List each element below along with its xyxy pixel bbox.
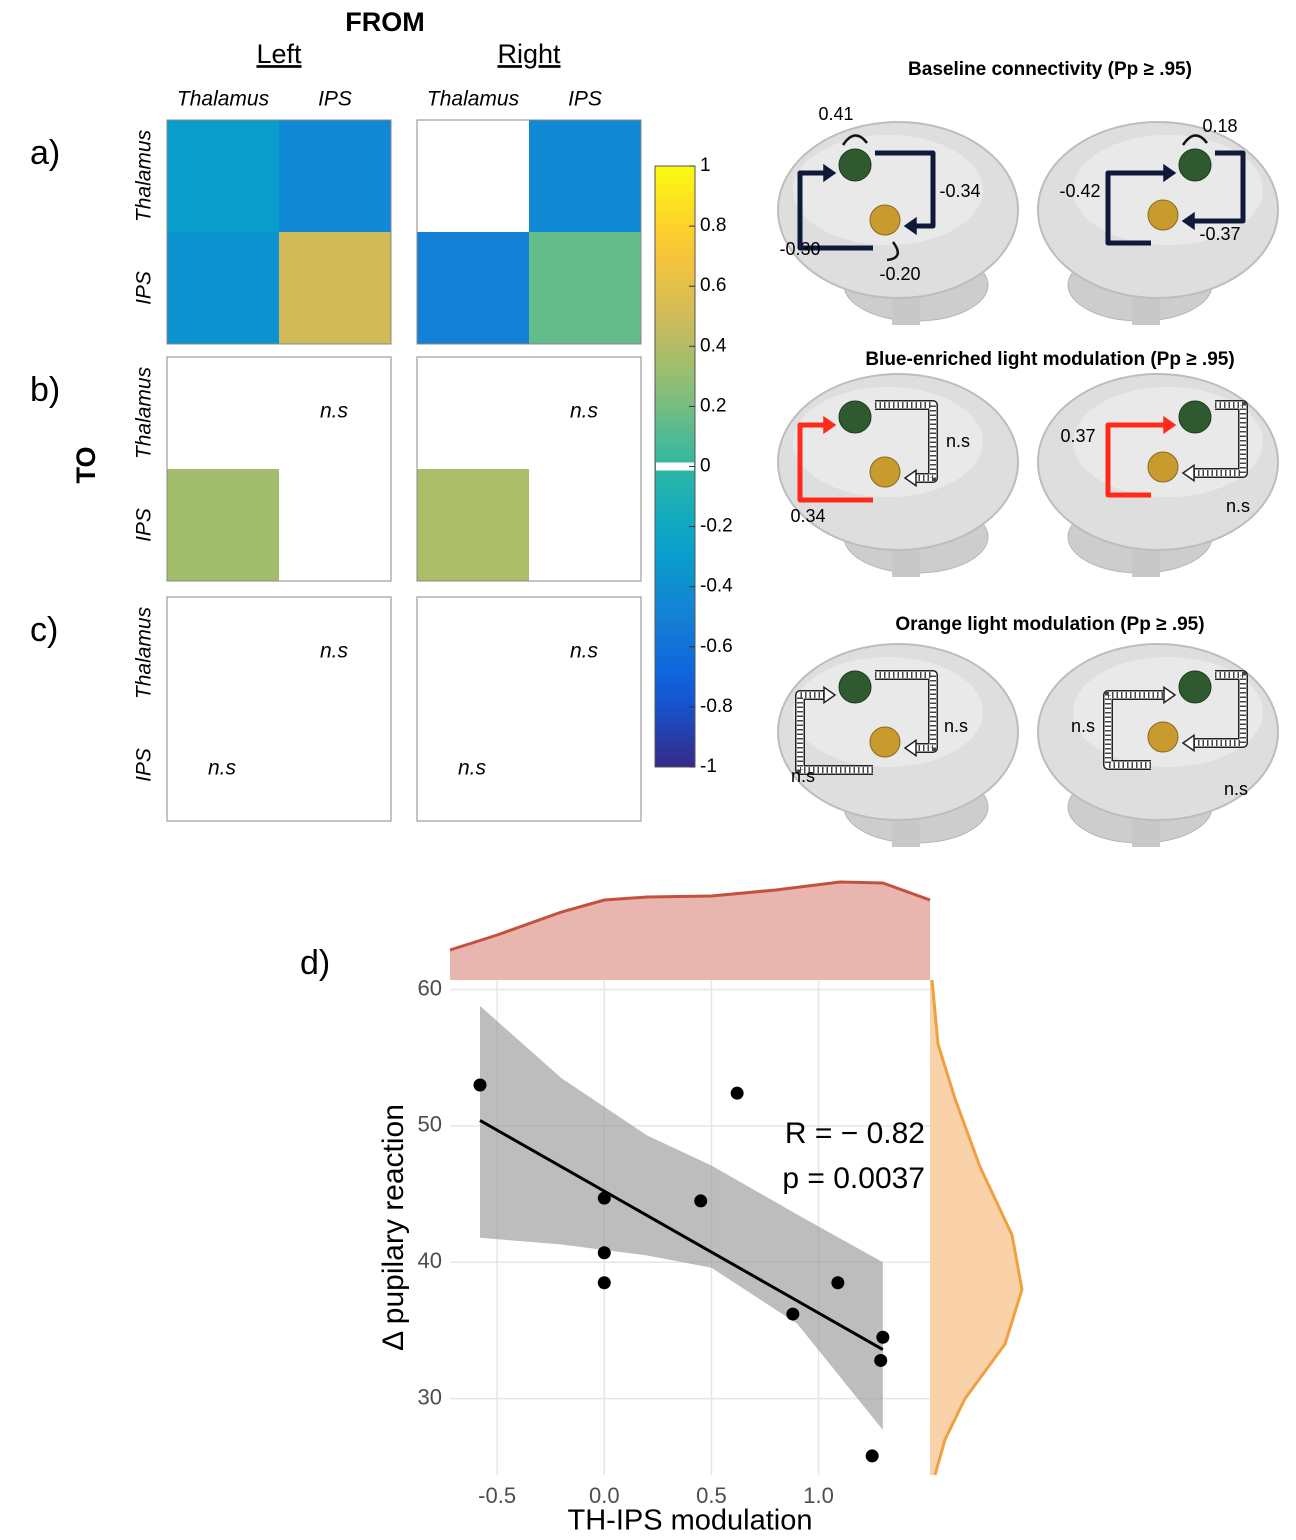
colorbar-tick-label: -0.8 — [700, 696, 733, 717]
heatmap-cell — [529, 232, 641, 344]
connection-label: n.s — [944, 716, 968, 736]
thalamus-region — [1179, 671, 1211, 703]
connection-label: -0.37 — [1199, 224, 1240, 244]
y-tick-label: 50 — [418, 1112, 442, 1137]
cell-label: n.s — [208, 757, 237, 780]
y-category-label: IPS — [133, 748, 156, 782]
cell-label: n.s — [320, 400, 349, 423]
x-axis-label: TH-IPS modulation — [568, 1505, 813, 1537]
heatmap-cell — [279, 232, 391, 344]
panel-label: b) — [30, 371, 60, 409]
ips-region — [870, 457, 900, 487]
heatmap-cell — [279, 120, 391, 232]
colorbar-gap — [656, 463, 694, 471]
colorbar-tick-label: 0.6 — [700, 275, 726, 296]
heatmap-cell — [529, 120, 641, 232]
heatmap-cell — [417, 232, 529, 344]
x-category-label: IPS — [568, 88, 602, 111]
connection-label: -0.20 — [879, 264, 920, 284]
stat-annotation: p = 0.0037 — [782, 1162, 925, 1195]
panel-label: d) — [300, 944, 330, 982]
colorbar-tick-label: 1 — [700, 155, 711, 176]
point — [874, 1354, 887, 1367]
connection-label: -0.34 — [939, 181, 980, 201]
heatmap-cell — [167, 469, 279, 581]
y-tick-label: 30 — [418, 1384, 442, 1409]
point — [876, 1331, 889, 1344]
point — [831, 1276, 844, 1289]
heatmap-cell — [417, 469, 529, 581]
point — [694, 1194, 707, 1207]
thalamus-region — [839, 671, 871, 703]
heatmap-cell — [167, 120, 279, 232]
colorbar-tick-label: 0.2 — [700, 395, 726, 416]
colorbar-tick-label: -0.4 — [700, 576, 733, 597]
ips-region — [870, 205, 900, 235]
y-category-label: IPS — [133, 508, 156, 542]
figure: FROM TO Left Thalamus IPS Right Thalamus IPS a… — [0, 0, 1296, 1540]
y-tick-label: 60 — [418, 975, 442, 1000]
point — [598, 1246, 611, 1259]
y-category-label: Thalamus — [133, 606, 156, 699]
connection-label: n.s — [1224, 779, 1248, 799]
matrix-frame — [167, 597, 391, 821]
thalamus-region — [839, 149, 871, 181]
connection-label: 0.37 — [1060, 426, 1095, 446]
x-category-label: Thalamus — [427, 88, 520, 111]
heatmap-title: FROM — [345, 7, 424, 37]
ips-region — [870, 727, 900, 757]
panel-label: a) — [30, 134, 60, 172]
connection-label: n.s — [1226, 496, 1250, 516]
connection-label: 0.18 — [1202, 116, 1237, 136]
point — [474, 1079, 487, 1092]
connection-label: -0.30 — [779, 239, 820, 259]
ips-region — [1148, 452, 1178, 482]
y-axis-label: Δ pupilary reaction — [377, 1104, 410, 1351]
diagram-title: Baseline connectivity (Pp ≥ .95) — [908, 59, 1192, 80]
thalamus-region — [1179, 149, 1211, 181]
stat-annotation: R = − 0.82 — [785, 1117, 925, 1150]
y-category-label: Thalamus — [133, 366, 156, 459]
x-tick-label: -0.5 — [478, 1483, 516, 1508]
ips-region — [1148, 722, 1178, 752]
connection-label: 0.41 — [818, 104, 853, 124]
connection-label: n.s — [1071, 716, 1095, 736]
colorbar-tick-label: -0.2 — [700, 516, 733, 537]
colorbar-tick-label: 0 — [700, 456, 711, 477]
y-category-label: Thalamus — [133, 129, 156, 222]
y-tick-label: 40 — [418, 1248, 442, 1273]
connection-label: n.s — [791, 766, 815, 786]
connection-label: 0.34 — [790, 506, 825, 526]
x-category-label: IPS — [318, 88, 352, 111]
matrix-frame — [417, 597, 641, 821]
group-label: Right — [497, 39, 561, 69]
cell-label: n.s — [320, 640, 349, 663]
point — [786, 1308, 799, 1321]
diagram-title: Orange light modulation (Pp ≥ .95) — [895, 614, 1204, 635]
ips-region — [1148, 200, 1178, 230]
y-category-label: IPS — [133, 271, 156, 305]
point — [866, 1449, 879, 1462]
connection-label: -0.42 — [1059, 181, 1100, 201]
cell-label: n.s — [570, 640, 599, 663]
diagram-title: Blue-enriched light modulation (Pp ≥ .95… — [865, 349, 1234, 370]
point — [598, 1192, 611, 1205]
colorbar-tick-label: -1 — [700, 756, 717, 777]
colorbar-tick-label: 0.8 — [700, 215, 726, 236]
thalamus-region — [839, 401, 871, 433]
connection-label: n.s — [946, 431, 970, 451]
point — [598, 1276, 611, 1289]
cell-label: n.s — [570, 400, 599, 423]
heatmap-cell — [167, 232, 279, 344]
cell-label: n.s — [458, 757, 487, 780]
heatmap-ylabel: TO — [71, 446, 101, 483]
panel-label: c) — [30, 611, 58, 649]
thalamus-region — [1179, 401, 1211, 433]
point — [731, 1087, 744, 1100]
colorbar-tick-label: 0.4 — [700, 335, 727, 356]
group-label: Left — [256, 39, 302, 69]
x-category-label: Thalamus — [177, 88, 270, 111]
colorbar-tick-label: -0.6 — [700, 636, 733, 657]
